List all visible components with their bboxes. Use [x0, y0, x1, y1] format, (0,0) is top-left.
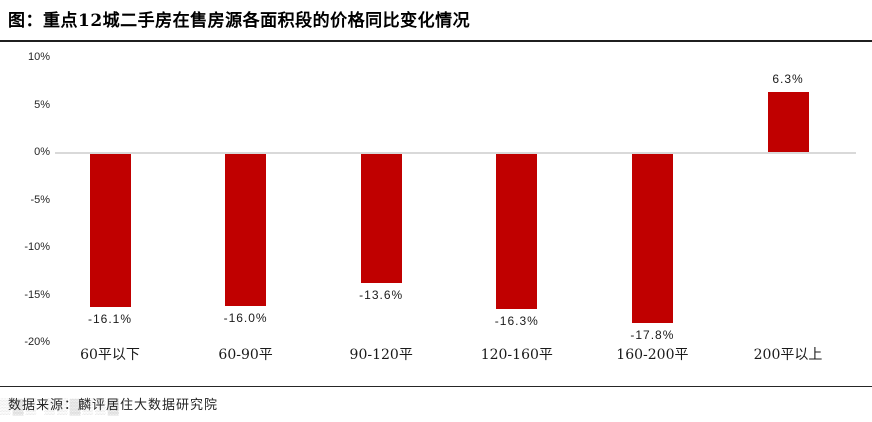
bar-value-label: 6.3%	[772, 72, 804, 87]
bar-value-label: -13.6%	[359, 288, 404, 303]
category-label: 160-200平	[616, 347, 689, 363]
bar-chart-plot-area: 10% 5% 0% -5% -10% -15% -20% -16.1% 60平以下 -16.0% 6…	[24, 51, 856, 363]
bar-value-label: -16.1%	[87, 311, 133, 326]
y-axis-tick-label: 10%	[27, 51, 50, 63]
footer-divider-line	[0, 386, 872, 387]
chart-title: 图：重点12城二手房在售房源各面积段的价格同比变化情况	[8, 11, 471, 31]
category-label: 120-160平	[480, 347, 553, 363]
bar	[360, 154, 402, 284]
category-label: 60-90平	[218, 347, 273, 363]
y-axis-tick-label: -15%	[24, 288, 50, 301]
y-axis-tick-label: 5%	[34, 98, 50, 111]
bar	[767, 92, 809, 152]
bar-value-label: -17.8%	[630, 328, 675, 343]
y-axis-tick-label: -10%	[24, 241, 50, 253]
category-label: 60平以下	[80, 347, 140, 363]
bar	[89, 154, 131, 307]
category-label: 90-120平	[349, 347, 413, 363]
zero-axis-line	[55, 152, 856, 154]
bar	[225, 154, 267, 306]
data-source-label: 数据来源：麟评居住大数据研究院	[8, 398, 219, 413]
bar-value-label: -16.0%	[223, 311, 268, 325]
title-divider-line	[0, 40, 872, 42]
bar	[496, 154, 538, 309]
bar-value-label: -16.3%	[494, 313, 539, 328]
category-label: 200平以上	[753, 347, 823, 363]
y-axis-tick-label: -20%	[24, 336, 50, 348]
y-axis-tick-label: 0%	[34, 146, 50, 158]
bar	[631, 154, 673, 324]
y-axis-tick-label: -5%	[30, 193, 50, 206]
